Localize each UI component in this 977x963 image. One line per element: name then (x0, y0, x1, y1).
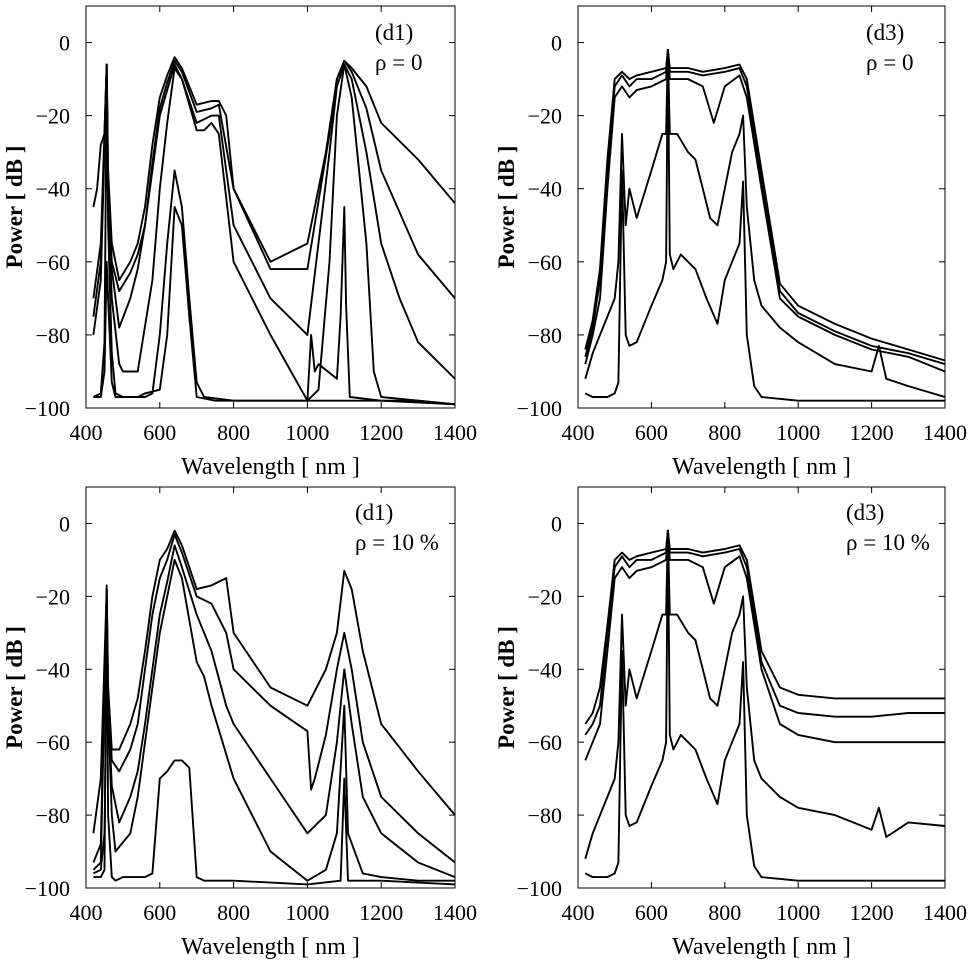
x-tick-label: 800 (217, 900, 250, 925)
y-axis-label: Power [ dB ] (2, 626, 27, 749)
x-tick-label: 1200 (850, 420, 894, 445)
rho-annotation: ρ = 0 (866, 50, 913, 75)
y-tick-label: −60 (36, 250, 70, 275)
x-tick-label: 400 (562, 420, 595, 445)
x-axis-label: Wavelength [ nm ] (181, 934, 360, 960)
y-tick-label: −100 (517, 876, 562, 901)
y-tick-label: −40 (36, 177, 70, 202)
x-tick-label: 600 (143, 900, 176, 925)
y-tick-label: −100 (25, 876, 70, 901)
x-axis-label: Wavelength [ nm ] (672, 454, 851, 480)
x-tick-label: 1000 (285, 900, 329, 925)
traces (584, 48, 945, 402)
x-tick-label: 400 (70, 420, 103, 445)
x-tick-label: 400 (70, 900, 103, 925)
axes-frame (85, 5, 456, 409)
y-tick-label: 0 (59, 511, 70, 536)
x-tick-label: 1200 (850, 900, 894, 925)
x-tick-label: 1400 (433, 420, 477, 445)
series-trace-5 (584, 48, 945, 362)
panel-d3-rho0: 400 600 800 1000 1200 1400 0 −20 −40 −60 −80 −100 Wa… (494, 5, 967, 480)
x-tick-label: 400 (562, 900, 595, 925)
panel-id-annotation: (d1) (355, 500, 393, 525)
axes-frame (577, 5, 946, 409)
series-trace-2 (584, 48, 945, 398)
x-tick-label: 600 (143, 420, 176, 445)
series-trace-5 (92, 529, 455, 834)
y-tick-label: −40 (528, 177, 562, 202)
x-tick-label: 1400 (433, 900, 477, 925)
y-tick-label: −20 (36, 104, 70, 129)
rho-annotation: ρ = 0 (375, 50, 422, 75)
y-tick-label: −40 (528, 657, 562, 682)
rho-annotation: ρ = 10 % (846, 530, 930, 555)
x-axis-label: Wavelength [ nm ] (181, 454, 360, 480)
y-axis-label: Power [ dB ] (2, 146, 27, 269)
series-trace-4 (92, 63, 455, 380)
x-tick-label: 800 (217, 420, 250, 445)
axes-frame (577, 486, 946, 889)
series-trace-4 (584, 529, 945, 736)
y-tick-label: −60 (528, 250, 562, 275)
y-tick-label: 0 (59, 31, 70, 56)
series-trace-3 (584, 529, 945, 761)
traces (92, 529, 455, 886)
y-tick-label: −80 (36, 323, 70, 348)
y-tick-label: −40 (36, 657, 70, 682)
traces (92, 56, 455, 406)
y-tick-label: −20 (528, 104, 562, 129)
series-trace-2 (584, 529, 945, 860)
x-tick-label: 1400 (923, 420, 967, 445)
series-trace-5 (92, 59, 455, 300)
x-tick-label: 800 (708, 420, 741, 445)
panel-id-annotation: (d3) (866, 20, 904, 45)
x-tick-label: 1200 (359, 420, 403, 445)
y-tick-label: −20 (36, 584, 70, 609)
y-tick-label: −80 (528, 803, 562, 828)
traces (584, 529, 945, 882)
x-tick-label: 800 (708, 900, 741, 925)
series-trace-3 (92, 544, 455, 878)
series-trace-6 (92, 56, 455, 282)
x-tick-label: 600 (635, 900, 668, 925)
x-tick-label: 600 (635, 420, 668, 445)
y-tick-label: −80 (528, 323, 562, 348)
x-tick-label: 1000 (285, 420, 329, 445)
series-trace-3 (92, 63, 455, 406)
series-trace-1 (93, 584, 455, 886)
series-trace-5 (584, 529, 945, 725)
y-axis-label: Power [ dB ] (494, 146, 519, 269)
y-tick-label: −60 (36, 730, 70, 755)
series-trace-2 (92, 78, 455, 406)
y-tick-label: −80 (36, 803, 70, 828)
x-tick-label: 1200 (359, 900, 403, 925)
series-trace-2 (92, 558, 455, 882)
series-trace-4 (92, 533, 455, 864)
y-tick-label: −100 (25, 396, 70, 421)
y-tick-label: −20 (528, 584, 562, 609)
y-axis-label: Power [ dB ] (494, 626, 519, 749)
series-trace-1 (584, 529, 945, 882)
y-tick-label: 0 (551, 511, 562, 536)
x-tick-label: 1400 (923, 900, 967, 925)
rho-annotation: ρ = 10 % (355, 530, 439, 555)
series-trace-1 (584, 48, 945, 402)
panel-d1-rho0: 400 600 800 1000 1200 1400 0 −20 −40 −60 −80 −100 Wa… (2, 5, 477, 480)
y-tick-label: −60 (528, 730, 562, 755)
series-trace-3 (584, 48, 945, 373)
panel-id-annotation: (d3) (846, 500, 884, 525)
x-tick-label: 1000 (776, 900, 820, 925)
panel-d1-rho10: 400 600 800 1000 1200 1400 0 −20 −40 −60 −80 −100 Wa… (2, 486, 477, 960)
y-tick-label: −100 (517, 396, 562, 421)
panel-id-annotation: (d1) (375, 20, 413, 45)
x-tick-label: 1000 (776, 420, 820, 445)
y-tick-label: 0 (551, 31, 562, 56)
x-axis-label: Wavelength [ nm ] (672, 934, 851, 960)
axes-frame (85, 486, 456, 889)
panel-d3-rho10: 400 600 800 1000 1200 1400 0 −20 −40 −60 −80 −100 Wa… (494, 486, 967, 960)
